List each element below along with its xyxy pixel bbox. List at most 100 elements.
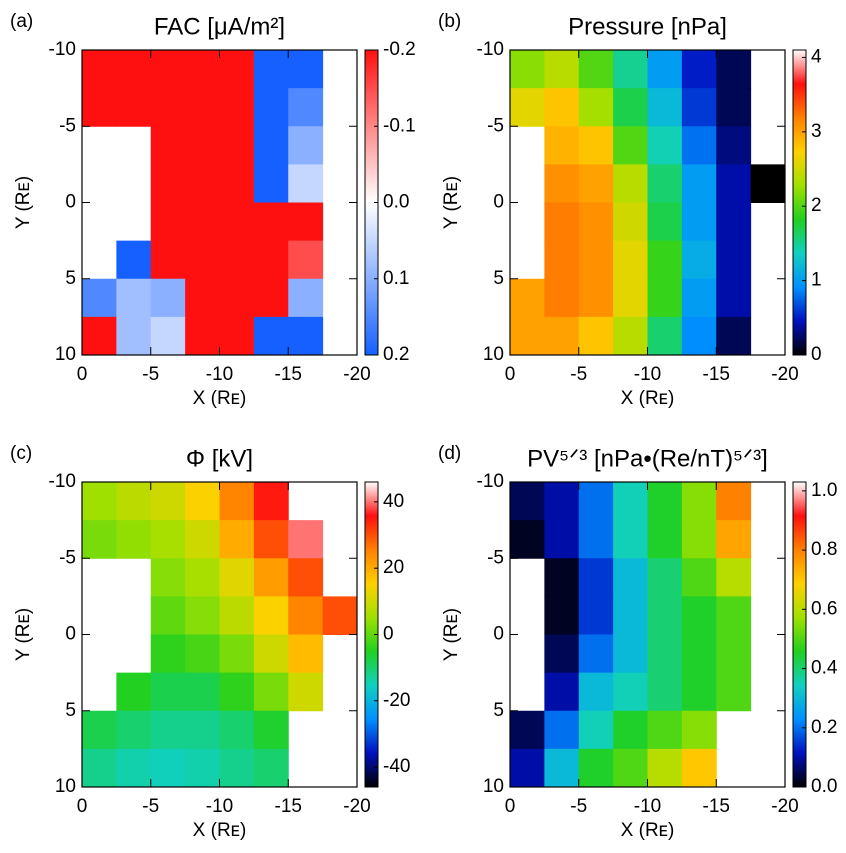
y-tick-label: -10 — [49, 471, 76, 492]
heat-cell — [647, 558, 683, 597]
heat-cell — [253, 278, 289, 318]
heat-cell — [613, 672, 648, 712]
heat-cell — [253, 164, 289, 203]
colorbar-tick-label: 0 — [811, 344, 822, 365]
heat-cell — [288, 316, 324, 356]
heat-cell — [647, 748, 683, 788]
heat-cell — [647, 634, 683, 674]
x-tick-label: -10 — [206, 796, 233, 817]
heat-cell — [219, 710, 255, 750]
heat-cell — [613, 88, 648, 127]
colorbar-tick-label: 0.0 — [383, 192, 409, 213]
heat-cell — [544, 126, 580, 165]
heat-cell — [185, 672, 220, 712]
heat-cell — [82, 88, 117, 127]
heat-cell — [613, 520, 648, 559]
heat-cell — [185, 520, 220, 559]
colorbar-tick-label: 1 — [811, 270, 822, 291]
heat-cell — [150, 126, 186, 165]
heat-cell — [150, 482, 186, 521]
y-tick-label: -10 — [49, 39, 76, 60]
heat-cell — [647, 482, 683, 521]
y-tick-label: 5 — [493, 268, 504, 289]
heat-cell — [647, 88, 683, 127]
heat-cell — [185, 278, 220, 318]
panel-title: Pressure [nPa] — [568, 13, 727, 40]
heat-cell — [185, 558, 220, 597]
y-tick-label: 5 — [65, 700, 76, 721]
x-tick-label: -5 — [142, 364, 159, 385]
colorbar-tick-label: 0.0 — [811, 776, 837, 797]
x-tick-label: -15 — [703, 796, 730, 817]
heat-cell — [613, 278, 648, 318]
heat-cell — [681, 316, 717, 356]
x-tick-label: -20 — [771, 796, 798, 817]
x-tick-label: -5 — [570, 796, 587, 817]
heat-cell — [253, 202, 289, 242]
heat-cell — [681, 50, 717, 89]
heat-cell — [150, 710, 186, 750]
heat-cell — [544, 558, 580, 597]
heat-cell — [716, 164, 752, 203]
panel-label: (c) — [10, 443, 32, 464]
heat-cell — [116, 240, 152, 280]
heat-cell — [253, 316, 289, 356]
heat-cell — [681, 202, 717, 242]
heat-cell — [681, 748, 717, 788]
panel-title: PV⁵ᐟ³ [nPa•(Re/nT)⁵ᐟ³] — [527, 445, 768, 472]
heat-cell — [578, 672, 614, 712]
colorbar-tick-label: 0.8 — [811, 539, 837, 560]
heat-cell — [288, 240, 324, 280]
panel-title: Φ [kV] — [186, 445, 253, 472]
heat-cell — [150, 316, 186, 356]
x-tick-label: -20 — [343, 364, 370, 385]
panel: (c) Φ [kV] 0 -5 -10 -15 -20 -10 -5 0 5 10 X (Rᴇ) Y (R… — [10, 443, 410, 841]
heat-cell — [219, 748, 255, 788]
heat-cell — [185, 316, 220, 356]
y-axis-label: Y (Rᴇ) — [441, 176, 462, 229]
heat-cell — [613, 596, 648, 635]
panel-label: (d) — [438, 443, 461, 464]
panel-title: FAC [μA/m²] — [154, 13, 285, 40]
heat-cell — [288, 634, 324, 674]
heat-cell — [647, 520, 683, 559]
heat-cell — [150, 164, 186, 203]
heat-cell — [681, 672, 717, 712]
heat-cell — [82, 748, 117, 788]
heat-cell — [288, 88, 324, 127]
heat-cell — [185, 710, 220, 750]
x-tick-label: -20 — [343, 796, 370, 817]
heat-cell — [150, 240, 186, 280]
heat-cell — [681, 710, 717, 750]
heat-cell — [578, 558, 614, 597]
x-axis-label: X (Rᴇ) — [621, 388, 675, 409]
heat-cell — [150, 278, 186, 318]
heat-cell — [82, 50, 117, 89]
heat-cell — [613, 50, 648, 89]
heat-cell — [716, 202, 752, 242]
y-axis-label: Y (Rᴇ) — [13, 176, 34, 229]
heat-cell — [544, 710, 580, 750]
y-axis-label: Y (Rᴇ) — [441, 608, 462, 661]
heat-cell — [647, 316, 683, 356]
heat-cell — [253, 558, 289, 597]
heat-cell — [544, 748, 580, 788]
heat-cell — [510, 520, 545, 559]
x-tick-label: -15 — [703, 364, 730, 385]
heat-cell — [185, 164, 220, 203]
x-tick-label: -5 — [142, 796, 159, 817]
heat-cell — [219, 202, 255, 242]
y-tick-label: 5 — [65, 268, 76, 289]
heat-cell — [647, 164, 683, 203]
heat-cell — [716, 126, 752, 165]
heat-cell — [647, 240, 683, 280]
heat-cell — [578, 278, 614, 318]
heat-cell — [578, 164, 614, 203]
heat-cell — [253, 126, 289, 165]
colorbar-tick-label: -0.2 — [383, 39, 416, 60]
heat-cell — [219, 596, 255, 635]
heat-cell — [613, 164, 648, 203]
heat-cell — [185, 482, 220, 521]
heat-cell — [150, 634, 186, 674]
colorbar-tick-label: -0.1 — [383, 115, 416, 136]
